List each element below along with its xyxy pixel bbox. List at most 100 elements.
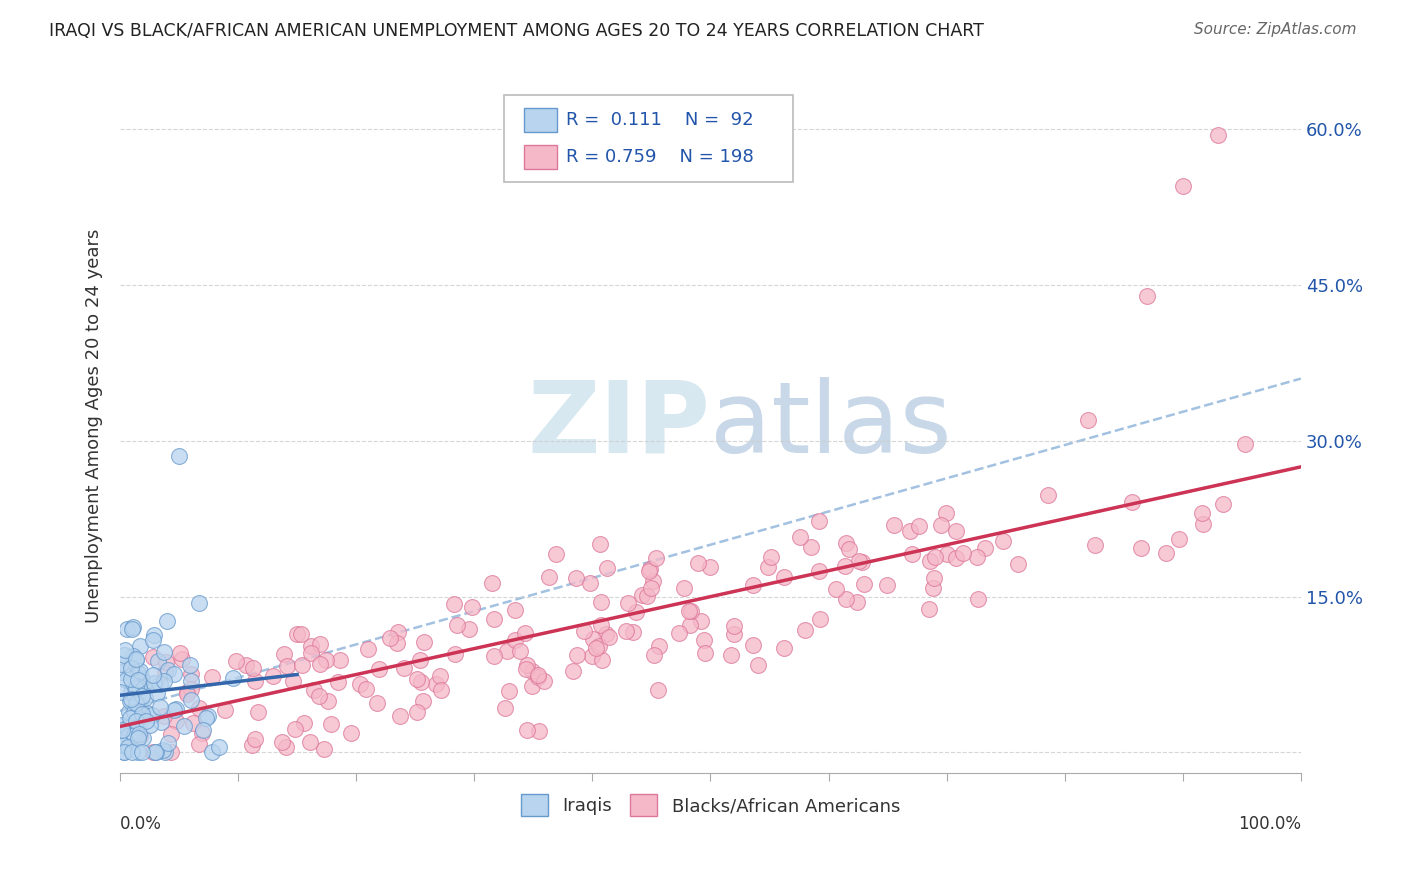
Point [153, 645, 176, 659]
Point [242, 661, 264, 675]
Point [118, 706, 141, 720]
Point [290, 627, 312, 641]
Point [122, 705, 145, 719]
Point [537, 570, 560, 584]
Point [125, 652, 148, 666]
Point [945, 550, 967, 565]
Point [572, 624, 595, 639]
Point [900, 547, 922, 561]
Point [153, 665, 176, 679]
Point [122, 670, 145, 684]
Point [772, 570, 794, 584]
Point [131, 707, 153, 722]
Point [515, 626, 537, 640]
Text: 0.0%: 0.0% [120, 815, 162, 833]
Point [516, 657, 538, 672]
Point [235, 657, 257, 672]
Point [596, 560, 619, 574]
Text: R = 0.759    N = 198: R = 0.759 N = 198 [567, 148, 754, 166]
Point [425, 677, 447, 691]
Point [129, 639, 152, 653]
Point [444, 647, 467, 661]
Point [142, 746, 165, 760]
Point [315, 653, 337, 667]
Point [392, 661, 415, 675]
Point [262, 668, 284, 682]
Point [690, 614, 713, 628]
Point [299, 640, 322, 654]
Point [756, 560, 779, 574]
Point [125, 665, 148, 680]
Point [127, 731, 149, 746]
Point [125, 714, 148, 729]
Point [679, 617, 702, 632]
Point [883, 518, 905, 533]
Point [302, 682, 325, 697]
Point [118, 711, 141, 725]
Point [180, 682, 202, 697]
Point [142, 667, 165, 681]
Point [115, 673, 138, 687]
Point [271, 735, 294, 749]
Point [616, 624, 638, 639]
Point [329, 653, 352, 667]
Point [457, 622, 479, 636]
Point [429, 669, 451, 683]
Point [848, 554, 870, 568]
Point [644, 550, 666, 565]
Text: 100.0%: 100.0% [1237, 815, 1301, 833]
Point [936, 547, 959, 561]
Point [993, 533, 1015, 548]
Point [503, 633, 526, 648]
Point [131, 689, 153, 703]
Point [952, 546, 974, 560]
Point [156, 736, 179, 750]
Point [484, 612, 506, 626]
Point [180, 673, 202, 688]
Point [188, 596, 211, 610]
Point [668, 626, 690, 640]
Point [121, 746, 143, 760]
Point [834, 558, 856, 573]
Point [461, 600, 484, 615]
Text: Source: ZipAtlas.com: Source: ZipAtlas.com [1194, 22, 1357, 37]
Point [165, 702, 187, 716]
Point [929, 518, 952, 533]
Point [592, 652, 614, 666]
Point [838, 541, 860, 556]
Point [638, 564, 661, 578]
Point [122, 728, 145, 742]
Point [122, 648, 145, 663]
Point [579, 576, 602, 591]
Point [111, 738, 134, 752]
Point [835, 536, 858, 550]
Point [591, 618, 613, 632]
Point [544, 547, 567, 561]
Point [443, 597, 465, 611]
Point [935, 506, 957, 520]
Point [142, 650, 165, 665]
Point [1168, 532, 1191, 546]
Point [693, 632, 716, 647]
Point [111, 665, 134, 680]
Point [1077, 413, 1099, 427]
Point [673, 581, 696, 595]
Point [179, 657, 201, 672]
Point [292, 715, 315, 730]
Point [533, 674, 555, 689]
Point [589, 537, 612, 551]
Point [640, 562, 662, 576]
Point [1036, 488, 1059, 502]
Point [967, 591, 990, 606]
Point [125, 696, 148, 710]
Point [562, 665, 585, 679]
Point [789, 530, 811, 544]
Point [945, 524, 967, 539]
Point [163, 702, 186, 716]
Point [149, 676, 172, 690]
Point [176, 685, 198, 699]
Text: IRAQI VS BLACK/AFRICAN AMERICAN UNEMPLOYMENT AMONG AGES 20 TO 24 YEARS CORRELATI: IRAQI VS BLACK/AFRICAN AMERICAN UNEMPLOY… [49, 22, 984, 40]
Point [165, 714, 187, 729]
Point [145, 746, 167, 760]
Legend: Iraqis, Blacks/African Americans: Iraqis, Blacks/African Americans [513, 787, 907, 823]
